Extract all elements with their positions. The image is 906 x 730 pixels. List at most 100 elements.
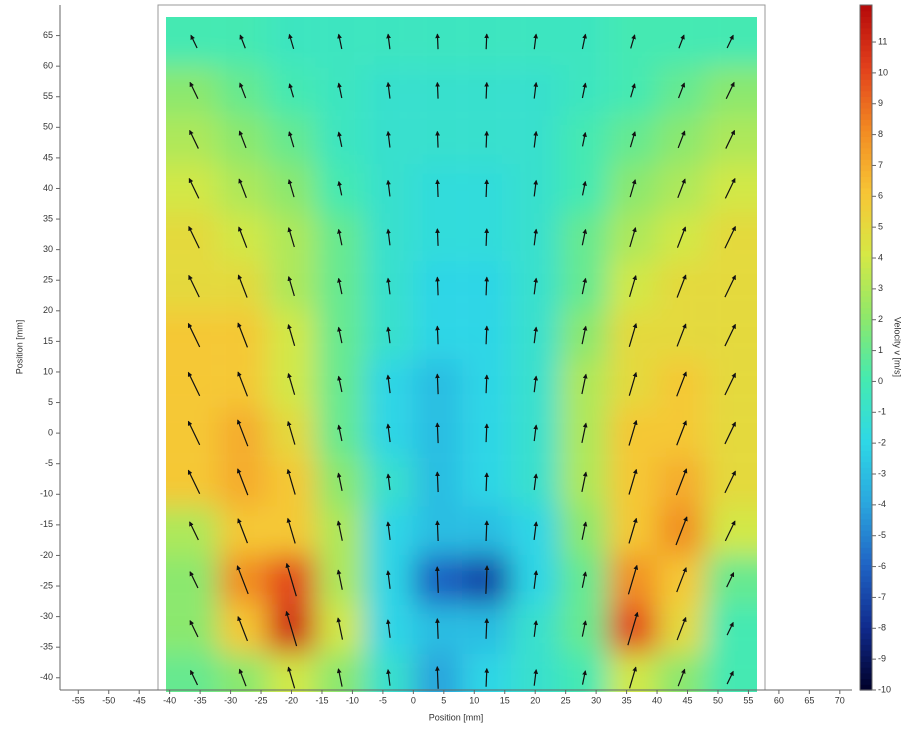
- colorbar-tick-label: -8: [878, 623, 886, 633]
- vector-arrow: [486, 83, 487, 99]
- colorbar-tick-label: 10: [878, 67, 888, 77]
- x-tick-label: -15: [315, 695, 328, 705]
- vector-arrow: [437, 374, 438, 394]
- y-tick-label: 50: [43, 122, 53, 132]
- x-tick-label: -50: [102, 695, 115, 705]
- colorbar-tick-label: -6: [878, 561, 886, 571]
- heat-cell: [218, 653, 267, 725]
- vector-arrow: [437, 83, 438, 99]
- vector-arrow: [486, 132, 487, 148]
- x-tick-label: 45: [682, 695, 692, 705]
- x-tick-label: 70: [835, 695, 845, 705]
- y-tick-label: 25: [43, 275, 53, 285]
- vector-arrow: [437, 180, 438, 197]
- x-tick-label: -55: [72, 695, 85, 705]
- y-tick-label: 5: [48, 397, 53, 407]
- y-tick-label: 0: [48, 428, 53, 438]
- x-tick-label: -40: [163, 695, 176, 705]
- vector-arrow: [486, 521, 487, 541]
- x-axis-label: Position [mm]: [429, 712, 484, 722]
- x-tick-label: 50: [713, 695, 723, 705]
- y-tick-label: -5: [45, 458, 53, 468]
- y-tick-label: 35: [43, 213, 53, 223]
- x-tick-label: 0: [411, 695, 416, 705]
- x-tick-label: 30: [591, 695, 601, 705]
- y-tick-label: -30: [40, 611, 53, 621]
- colorbar-tick-label: -7: [878, 592, 886, 602]
- heat-field: [121, 0, 803, 725]
- x-tick-label: 55: [743, 695, 753, 705]
- y-tick-label: 60: [43, 61, 53, 71]
- colorbar-tick-label: -1: [878, 407, 886, 417]
- colorbar-tick-label: -10: [878, 684, 891, 694]
- colorbar-tick-label: 2: [878, 314, 883, 324]
- y-tick-label: 30: [43, 244, 53, 254]
- vector-arrow: [486, 424, 487, 442]
- x-tick-label: 65: [804, 695, 814, 705]
- colorbar-tick-label: 5: [878, 222, 883, 232]
- x-tick-label: 25: [561, 695, 571, 705]
- vector-arrow: [437, 34, 438, 49]
- y-tick-label: -10: [40, 489, 53, 499]
- x-tick-label: -30: [224, 695, 237, 705]
- heat-cell: [657, 653, 706, 725]
- y-axis-label: Position [mm]: [14, 320, 24, 375]
- x-tick-label: 5: [441, 695, 446, 705]
- vector-arrow: [486, 277, 487, 295]
- x-tick-label: 10: [469, 695, 479, 705]
- x-tick-label: -35: [194, 695, 207, 705]
- colorbar-tick-label: -2: [878, 438, 886, 448]
- y-tick-label: 20: [43, 305, 53, 315]
- y-tick-label: -20: [40, 550, 53, 560]
- y-tick-label: -25: [40, 580, 53, 590]
- colorbar-tick-label: 11: [878, 36, 887, 46]
- x-tick-label: -10: [346, 695, 359, 705]
- vector-arrow: [486, 619, 487, 639]
- chart: Position [mm] Position [mm] Velocity v […: [0, 0, 906, 725]
- y-tick-label: 45: [43, 152, 53, 162]
- colorbar-tick-label: 1: [878, 345, 883, 355]
- heat-cell: [560, 653, 609, 725]
- y-tick-label: 40: [43, 183, 53, 193]
- colorbar-tick-label: 6: [878, 191, 883, 201]
- colorbar-tick-label: 0: [878, 376, 883, 386]
- vector-arrow: [437, 132, 438, 148]
- vector-arrow: [437, 472, 438, 492]
- heat-cell: [365, 653, 414, 725]
- y-tick-label: -35: [40, 642, 53, 652]
- colorbar-label: Velocity v [m/s]: [893, 317, 903, 377]
- y-tick-label: -15: [40, 519, 53, 529]
- x-tick-label: -5: [379, 695, 387, 705]
- colorbar-tick-label: 7: [878, 160, 883, 170]
- y-tick-label: 55: [43, 91, 53, 101]
- colorbar-tick-label: -5: [878, 530, 886, 540]
- x-tick-label: 60: [774, 695, 784, 705]
- colorbar-tick-label: 3: [878, 283, 883, 293]
- heat-cell: [608, 653, 657, 725]
- colorbar-tick-label: -3: [878, 468, 886, 478]
- vector-arrow: [486, 473, 487, 491]
- colorbar-tick-label: -9: [878, 654, 886, 664]
- x-tick-label: -45: [133, 695, 146, 705]
- y-tick-label: 65: [43, 30, 53, 40]
- y-tick-label: 15: [43, 336, 53, 346]
- vector-arrow: [486, 34, 487, 49]
- x-tick-label: 20: [530, 695, 540, 705]
- heat-cell: [267, 653, 316, 725]
- vector-arrow: [486, 375, 487, 393]
- x-tick-label: 40: [652, 695, 662, 705]
- x-tick-label: -25: [255, 695, 268, 705]
- vector-arrow: [486, 229, 487, 246]
- heat-cell: [316, 653, 365, 725]
- vector-arrow: [437, 521, 438, 541]
- colorbar-tick-label: 8: [878, 129, 883, 139]
- vector-arrow: [437, 277, 438, 295]
- heat-cell: [511, 653, 560, 725]
- vector-arrow: [486, 326, 487, 344]
- colorbar-tick-label: -4: [878, 499, 886, 509]
- colorbar-tick-label: 4: [878, 252, 883, 262]
- vector-arrow: [437, 229, 438, 246]
- x-tick-label: -20: [285, 695, 298, 705]
- vector-arrow: [437, 326, 438, 344]
- vector-arrow: [437, 423, 438, 443]
